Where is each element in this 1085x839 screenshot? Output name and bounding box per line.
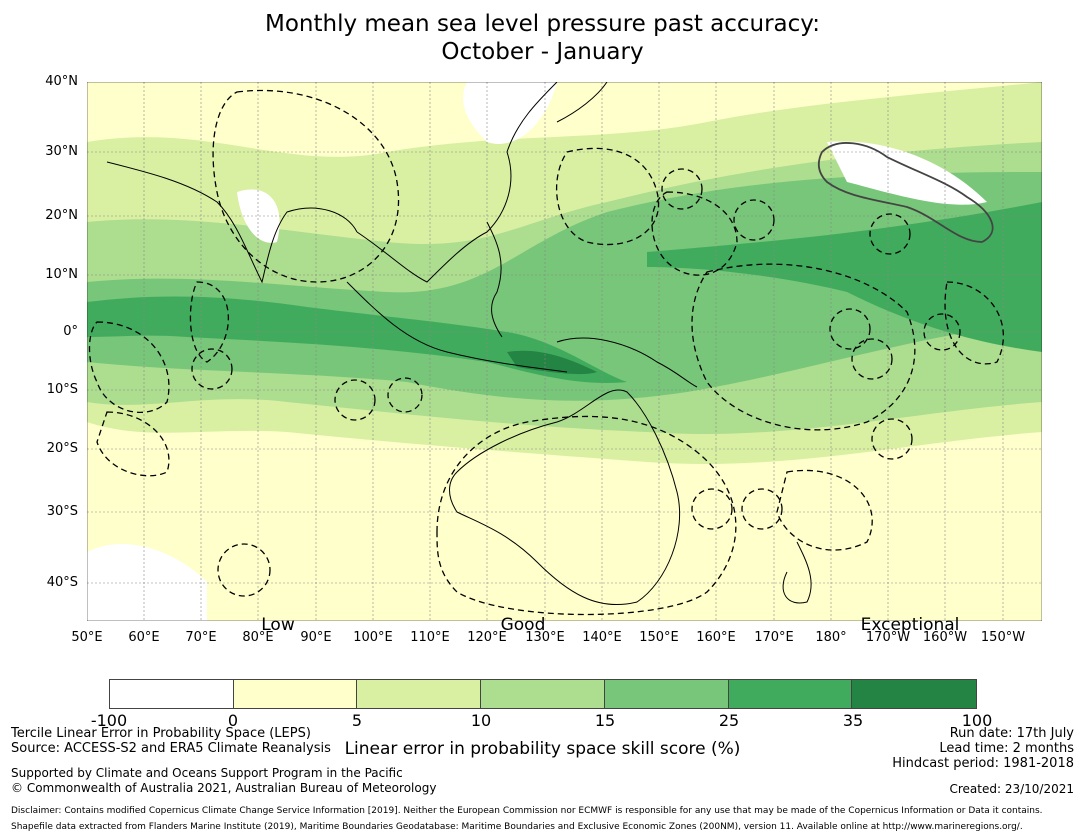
lon-label-70e: 70°E (185, 630, 217, 645)
colorbar-segment (852, 680, 977, 708)
colorbar-segment (481, 680, 605, 708)
hindcast-period: Hindcast period: 1981-2018 (892, 756, 1074, 771)
source-text: Source: ACCESS-S2 and ERA5 Climate Reana… (11, 741, 331, 756)
coastline-india (106, 161, 358, 284)
lon-label-110e: 110°E (410, 630, 450, 645)
skill-map (87, 82, 1042, 621)
colorbar-tick: 10 (470, 711, 492, 730)
hawaii-outline (817, 142, 994, 243)
lon-label-90e: 90°E (300, 630, 332, 645)
coastline-southeast-asia (356, 82, 558, 283)
colorbar-segment (604, 680, 729, 708)
category-label-exceptional: Exceptional (860, 615, 960, 635)
chart-title-line2: October - January (441, 39, 644, 65)
lon-label-170e: 170°E (754, 630, 794, 645)
lat-label-30n: 30°N (45, 144, 78, 159)
skill-band-low-north (463, 82, 557, 144)
lon-label-130e: 130°E (525, 630, 565, 645)
lon-label-140e: 140°E (582, 630, 622, 645)
disclaimer-text: Disclaimer: Contains modified Copernicus… (11, 806, 1043, 816)
colorbar-segment (110, 680, 234, 708)
colorbar-segment (233, 680, 358, 708)
coastline-indonesia (346, 281, 568, 373)
skill-band-35-100 (507, 350, 597, 375)
lon-label-150e: 150°E (639, 630, 679, 645)
grid-lines (87, 82, 1042, 621)
skill-band-low-pacific (827, 141, 987, 205)
colorbar-segment (357, 680, 482, 708)
coastline-new-zealand (782, 541, 812, 604)
coastlines (106, 82, 812, 606)
lat-label-20s: 20°S (46, 441, 78, 456)
lat-label-10s: 10°S (46, 382, 78, 397)
skill-band-low-india (237, 189, 280, 243)
coastline-new-guinea (556, 337, 698, 388)
colorbar-tick: 0 (227, 711, 239, 730)
lat-label-0: 0° (63, 324, 78, 339)
lat-label-10n: 10°N (45, 267, 78, 282)
colorbar-tick: -100 (90, 711, 128, 730)
lead-time: Lead time: 2 months (939, 741, 1074, 756)
skill-band-low-south (87, 543, 207, 621)
run-date: Run date: 17th July (949, 726, 1074, 741)
lon-label-150w: 150°W (980, 630, 1026, 645)
lat-label-40s: 40°S (46, 575, 78, 590)
lon-label-170w: 170°W (865, 630, 911, 645)
lon-label-160w: 160°W (922, 630, 968, 645)
chart-title-line1: Monthly mean sea level pressure past acc… (265, 11, 820, 37)
lon-label-180: 180° (815, 630, 847, 645)
copyright-text: © Commonwealth of Australia 2021, Austra… (11, 781, 437, 795)
support-text: Supported by Climate and Oceans Support … (11, 766, 403, 780)
lon-label-160e: 160°E (696, 630, 736, 645)
lat-label-40n: 40°N (45, 74, 78, 89)
colorbar-tick: 100 (961, 711, 993, 730)
lon-label-80e: 80°E (242, 630, 274, 645)
coastline-japan (556, 82, 608, 123)
category-label-low: Low (261, 615, 295, 635)
colorbar-tick: 15 (594, 711, 616, 730)
colorbar-tick: 25 (718, 711, 740, 730)
lon-label-100e: 100°E (353, 630, 393, 645)
created-date: Created: 23/10/2021 (949, 782, 1074, 796)
eez-boundaries (88, 89, 1004, 616)
colorbar-segment (728, 680, 853, 708)
lon-label-50e: 50°E (71, 630, 103, 645)
colorbar-tick: 35 (842, 711, 864, 730)
lon-label-60e: 60°E (128, 630, 160, 645)
lat-label-20n: 20°N (45, 208, 78, 223)
coastline-philippines (486, 221, 503, 338)
coastline-australia (449, 389, 681, 606)
colorbar-tick: 5 (351, 711, 363, 730)
lat-label-30s: 30°S (46, 504, 78, 519)
colorbar (109, 679, 977, 709)
category-label-good: Good (500, 615, 546, 635)
colorbar-label: Linear error in probability space skill … (344, 739, 741, 759)
lon-label-120e: 120°E (467, 630, 507, 645)
shapefile-credit: Shapefile data extracted from Flanders M… (11, 822, 1023, 832)
leps-description: Tercile Linear Error in Probability Spac… (11, 726, 311, 741)
eez-circles (191, 168, 961, 597)
